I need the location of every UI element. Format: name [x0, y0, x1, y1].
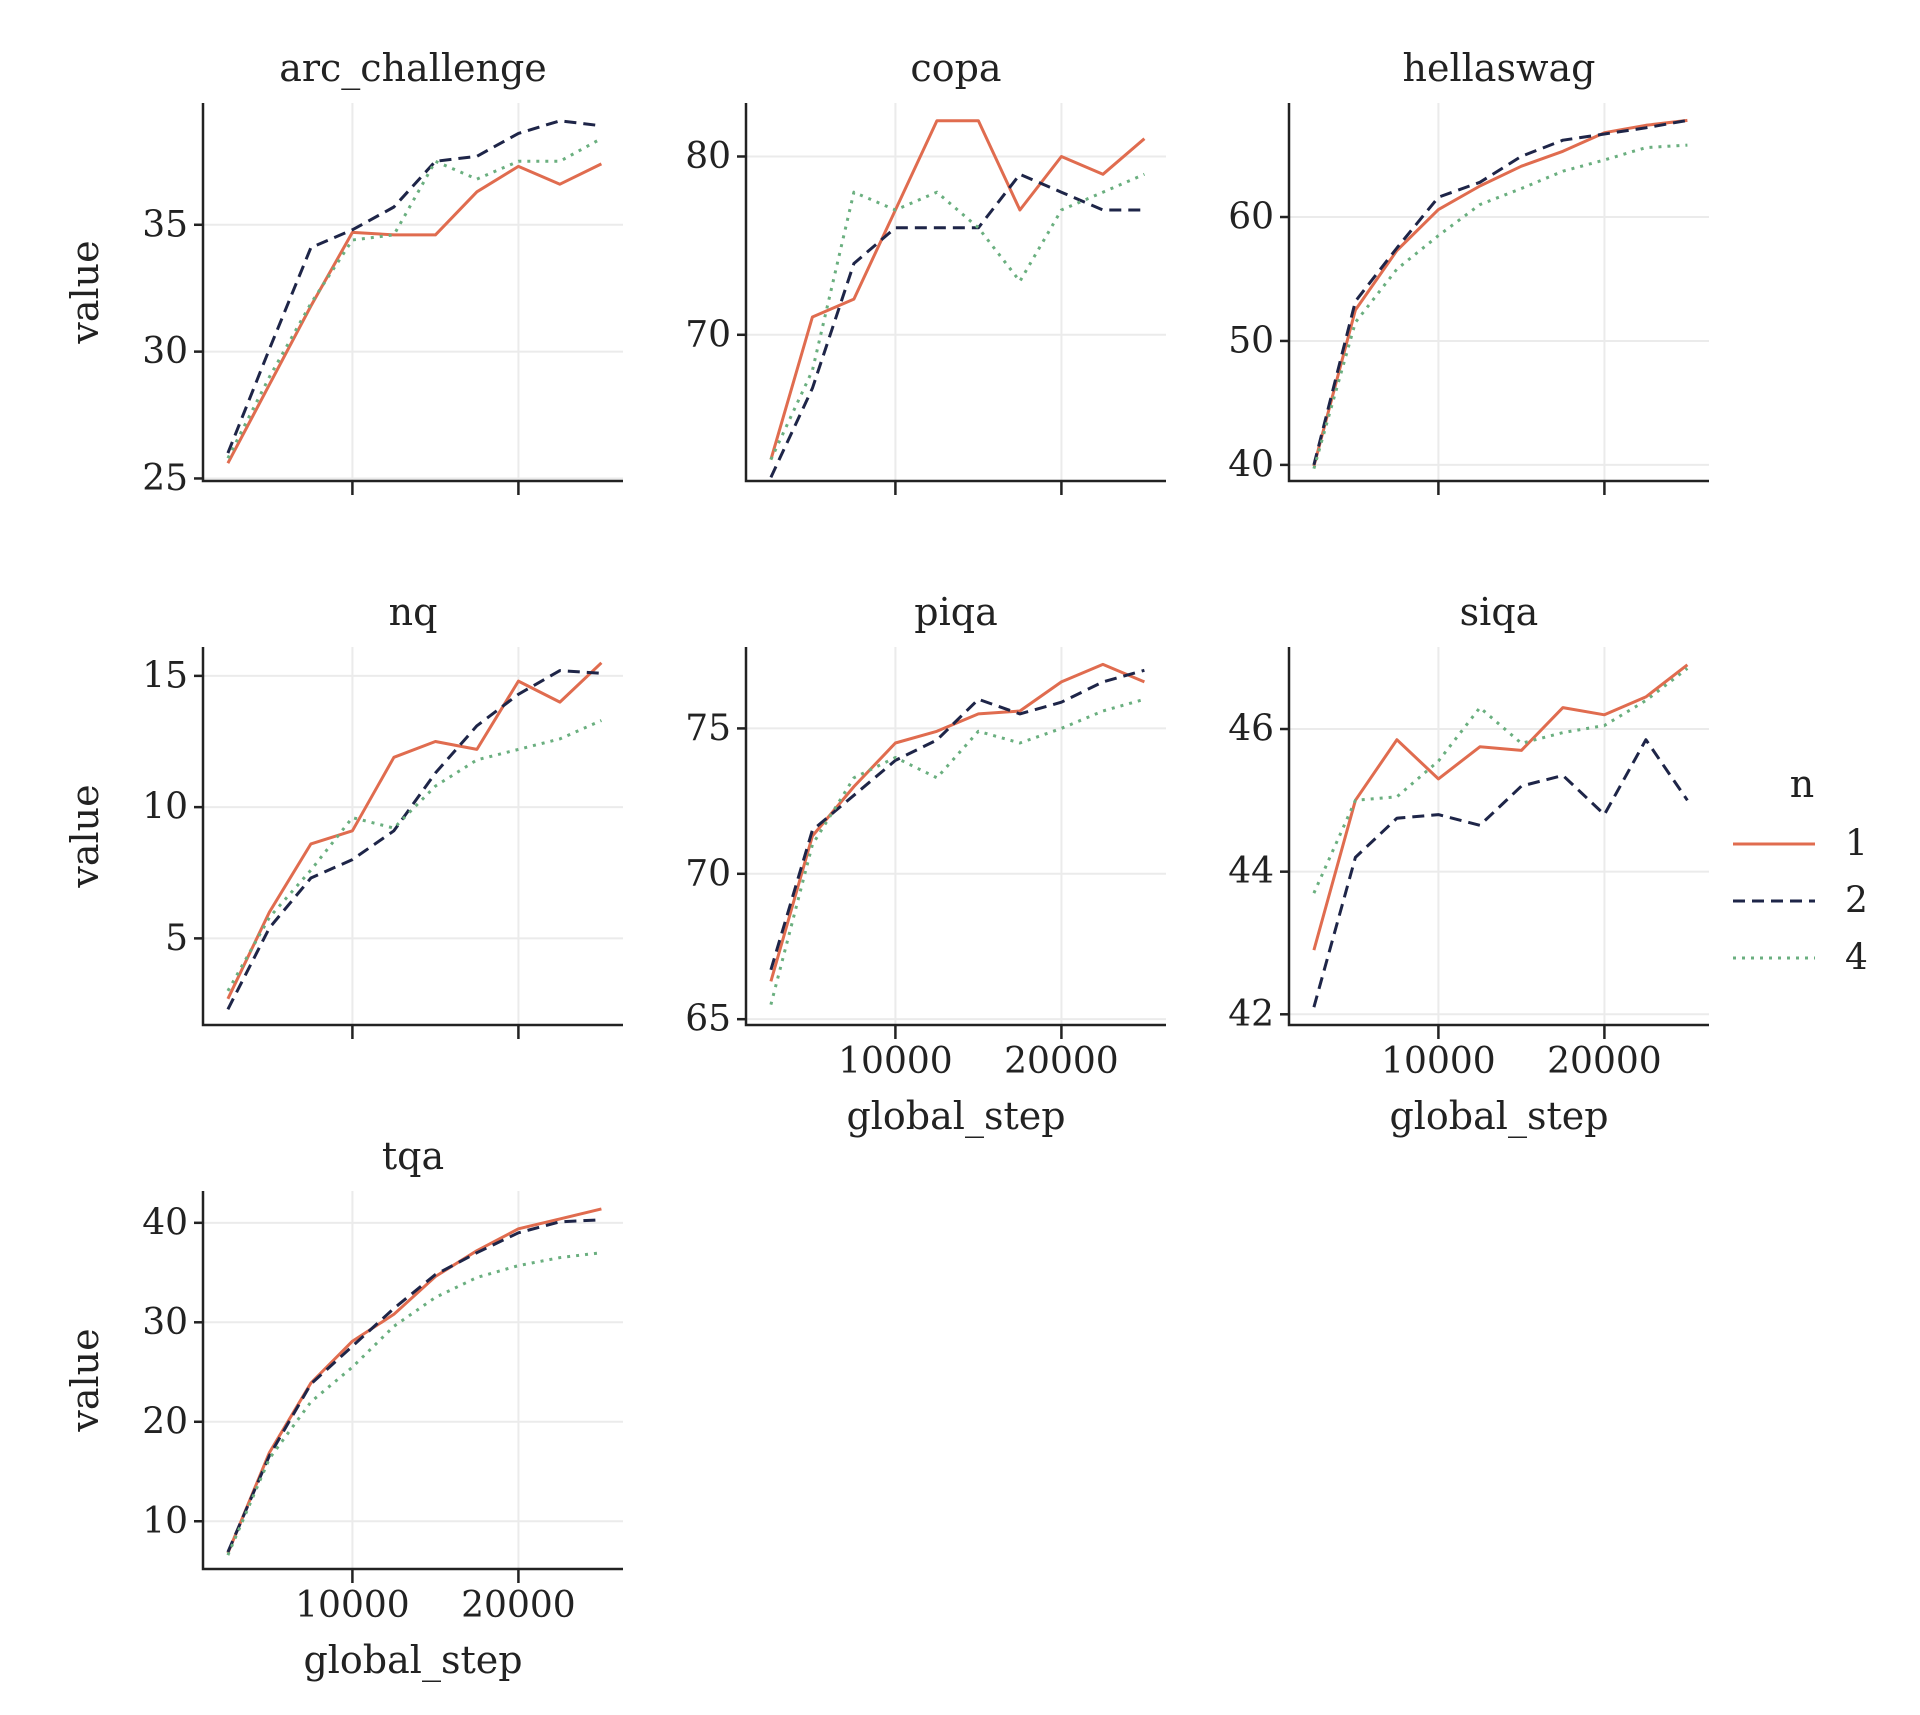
- series-line-n2: [1312, 738, 1689, 1008]
- gridlines: [746, 647, 1166, 1025]
- y-tick-label: 80: [685, 136, 731, 177]
- y-tick-label: 46: [1228, 709, 1274, 750]
- legend-label-n4: 4: [1845, 938, 1868, 979]
- axis-spine: [201, 103, 623, 483]
- y-tick-label: 65: [685, 999, 731, 1040]
- panel-piqa: 65 70 75 10000 20000 piqa global_step: [685, 590, 1166, 1139]
- series-line-n1: [1312, 663, 1689, 951]
- panel-copa: 70 80 copa: [685, 46, 1166, 495]
- x-tick-label: 10000: [1381, 1041, 1496, 1082]
- series-line-n1: [226, 661, 603, 1000]
- panel-title: siqa: [1460, 590, 1539, 634]
- x-axis-label: global_step: [846, 1094, 1065, 1139]
- panel-nq: 5 10 15 nq value: [63, 590, 623, 1039]
- gridlines: [203, 1191, 623, 1569]
- gridlines: [1289, 103, 1709, 481]
- y-tick-label: 30: [142, 1302, 188, 1343]
- series-line-n2: [226, 119, 602, 454]
- y-tick-label: 40: [142, 1202, 188, 1243]
- panel-hellaswag: 40 50 60 hellaswag: [1228, 46, 1709, 495]
- legend-label-n2: 2: [1845, 881, 1868, 922]
- y-tick-label: 50: [1228, 320, 1274, 361]
- y-tick-label: 15: [142, 655, 188, 696]
- x-tick-label: 10000: [295, 1585, 410, 1626]
- axis-spine: [201, 1191, 623, 1571]
- series-line-n2: [769, 172, 1145, 479]
- panel-title: arc_challenge: [279, 46, 547, 91]
- axis-spine: [1287, 647, 1709, 1027]
- panel-tqa: 10 20 30 40 10000 20000 tqa global_step value: [63, 1134, 623, 1683]
- axis-spine: [1287, 103, 1709, 483]
- axis-spine: [201, 647, 623, 1027]
- series-line-n4: [769, 172, 1145, 461]
- series-line-n2: [226, 1218, 602, 1553]
- series-line-n1: [769, 119, 1146, 461]
- series-line-n1: [226, 162, 603, 464]
- x-axis-label: global_step: [1389, 1094, 1608, 1139]
- x-tick-label: 20000: [1547, 1041, 1662, 1082]
- series-line-n4: [226, 1251, 602, 1556]
- series-line-n2: [226, 669, 602, 1010]
- gridlines: [203, 103, 623, 481]
- y-tick-label: 35: [142, 204, 188, 245]
- gridlines: [1289, 647, 1709, 1025]
- y-tick-label: 10: [142, 1501, 188, 1542]
- panel-title: piqa: [914, 590, 997, 634]
- y-tick-label: 40: [1228, 444, 1274, 485]
- x-tick-label: 20000: [461, 1585, 576, 1626]
- y-tick-label: 30: [142, 331, 188, 372]
- panel-title: hellaswag: [1403, 46, 1596, 90]
- y-tick-label: 10: [142, 787, 188, 828]
- series-line-n4: [226, 719, 603, 992]
- series-line-n2: [1312, 118, 1688, 466]
- x-axis-label: global_step: [303, 1638, 522, 1683]
- axis-spine: [744, 103, 1166, 483]
- panel-title: nq: [389, 590, 438, 634]
- y-tick-label: 60: [1228, 197, 1274, 238]
- series-line-n1: [1312, 118, 1688, 467]
- y-tick-label: 70: [685, 314, 731, 355]
- y-tick-label: 75: [685, 708, 731, 749]
- legend-label-n1: 1: [1845, 824, 1868, 865]
- panel-title: copa: [910, 46, 1001, 90]
- series-line-n4: [226, 137, 603, 459]
- gridlines: [746, 103, 1166, 481]
- y-tick-label: 42: [1228, 994, 1274, 1035]
- axis-spine: [744, 647, 1166, 1027]
- y-tick-label: 44: [1228, 851, 1274, 892]
- y-tick-label: 70: [685, 853, 731, 894]
- panel-title: tqa: [382, 1134, 444, 1178]
- legend-title: n: [1790, 762, 1814, 806]
- y-axis-label: value: [63, 240, 107, 344]
- x-tick-label: 10000: [838, 1041, 953, 1082]
- x-tick-label: 20000: [1004, 1041, 1119, 1082]
- y-axis-label: value: [63, 1328, 107, 1432]
- y-tick-label: 20: [142, 1401, 188, 1442]
- gridlines: [203, 647, 623, 1025]
- series-line-n4: [1312, 143, 1688, 470]
- series-line-n1: [226, 1207, 602, 1554]
- series-line-n4: [769, 697, 1145, 1005]
- legend: n1 2 4: [1733, 762, 1868, 979]
- y-axis-label: value: [63, 784, 107, 888]
- y-tick-label: 5: [165, 918, 188, 959]
- panel-siqa: 42 44 46 10000 20000 siqa global_step: [1228, 590, 1709, 1139]
- series-line-n2: [769, 668, 1145, 971]
- y-tick-label: 25: [142, 458, 188, 499]
